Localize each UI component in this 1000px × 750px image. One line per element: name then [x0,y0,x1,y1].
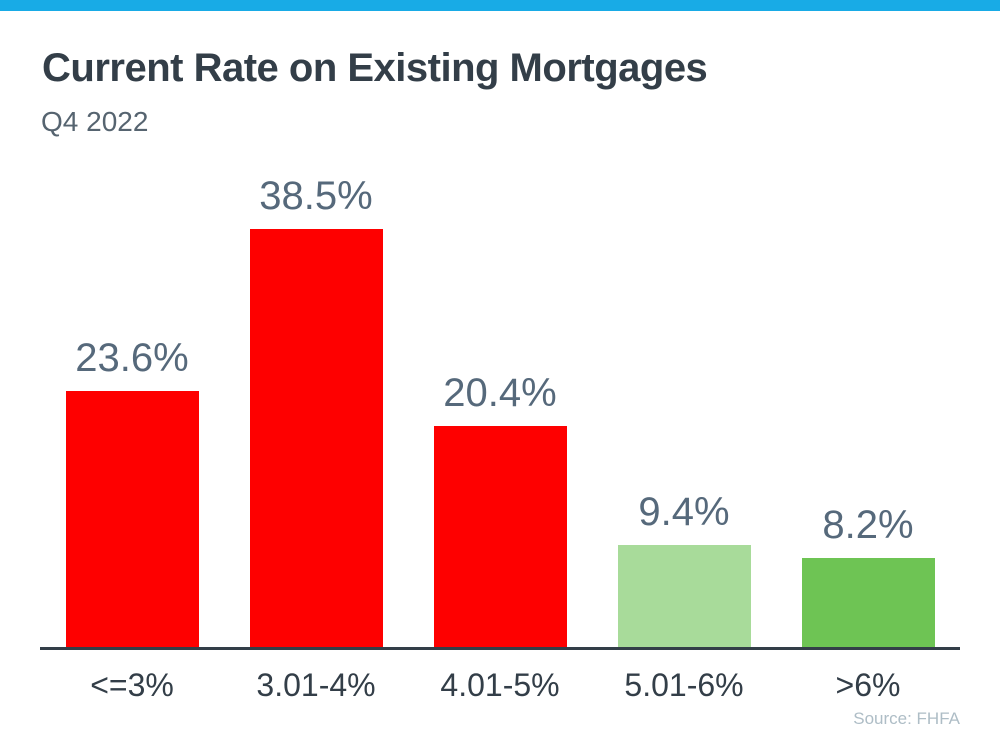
x-axis-tick-label: <=3% [90,667,174,703]
source-credit: Source: FHFA [853,709,960,728]
bar-value-label: 38.5% [259,174,373,218]
bar-4 [617,545,751,647]
bar-value-label: 20.4% [443,371,557,415]
x-axis-tick-label: 5.01-6% [624,667,744,703]
bar-2 [249,229,383,647]
chart-title: Current Rate on Existing Mortgages [42,46,708,90]
bar-chart-plot: 23.6% <=3% 38.5% 3.01-4% 20.4% 4.01-5% 9.4% 5.0… [40,150,960,701]
bar-3 [433,426,567,647]
x-axis-tick-label: 4.01-5% [440,667,560,703]
bar-5 [801,558,935,647]
bar-value-label: 23.6% [75,336,189,380]
x-axis-tick-label: 3.01-4% [256,667,376,703]
x-axis-tick-label: >6% [835,667,901,703]
bar-1 [65,391,199,647]
top-accent-bar [0,0,1000,11]
x-axis-line [40,647,960,650]
bar-value-label: 8.2% [822,503,914,547]
chart-subtitle: Q4 2022 [41,106,149,137]
bar-value-label: 9.4% [638,490,730,534]
